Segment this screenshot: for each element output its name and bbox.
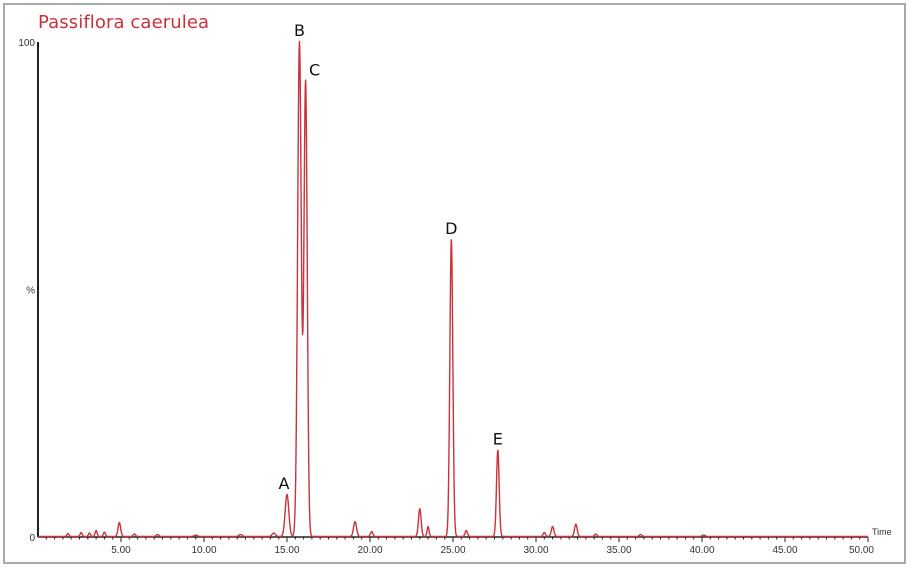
peak-label-a: A — [279, 474, 290, 493]
series-layer — [37, 40, 869, 538]
x-tick-label: 20.00 — [357, 545, 382, 556]
y-axis-label: % — [26, 286, 35, 297]
x-tick-label: 10.00 — [191, 545, 216, 556]
chart-title: Passiflora caerulea — [38, 12, 210, 33]
x-tick-label: 5.00 — [111, 545, 131, 556]
x-ticks: 5.00 10.00 15.00 20.00 25.00 30.00 35.00 40.00 4… — [45, 527, 892, 556]
x-tick-label: 45.00 — [772, 545, 797, 556]
peak-label-e: E — [493, 429, 503, 448]
axes: 100% 0 — [18, 38, 868, 544]
y-tick-label-0: 0 — [29, 533, 35, 544]
peak-label-d: D — [445, 219, 457, 238]
x-tick-label: 30.00 — [523, 545, 548, 556]
annotation-layer: A B C D E — [279, 21, 503, 493]
peak-label-b: B — [294, 21, 305, 40]
x-tick-label: 35.00 — [606, 545, 631, 556]
x-tick-label: 50.00 — [849, 545, 874, 556]
series-line — [37, 40, 869, 538]
x-axis-label: Time — [872, 527, 892, 537]
x-tick-label: 15.00 — [274, 545, 299, 556]
x-tick-label: 25.00 — [440, 545, 465, 556]
peak-label-c: C — [309, 61, 320, 80]
x-tick-label: 40.00 — [689, 545, 714, 556]
y-tick-label-100: 100 — [18, 38, 35, 49]
